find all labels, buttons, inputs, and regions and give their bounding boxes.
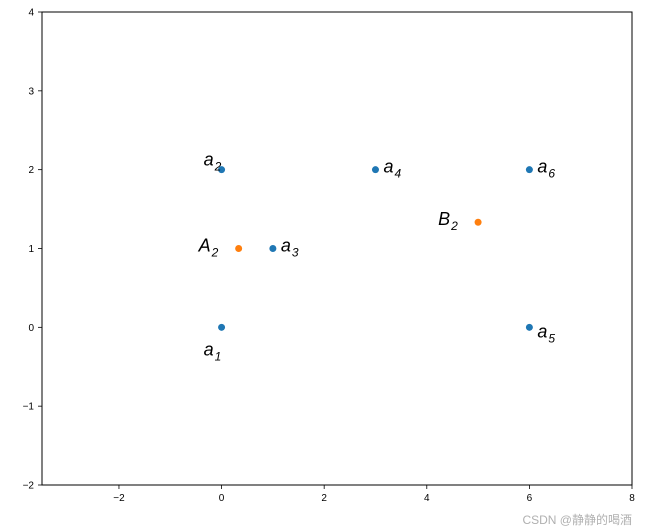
x-tick-label: 8 [629, 493, 635, 504]
centers-marker [235, 245, 242, 252]
a_points-marker [269, 245, 276, 252]
a_points-marker [526, 324, 533, 331]
plot-area [42, 12, 632, 485]
y-tick-label: −2 [23, 481, 35, 492]
x-tick-label: 4 [424, 493, 430, 504]
y-tick-label: 2 [28, 165, 34, 176]
y-tick-label: 1 [28, 244, 34, 255]
y-tick-label: 3 [28, 86, 34, 97]
x-tick-label: −2 [113, 493, 125, 504]
scatter-chart: −202468−2−101234a1a2a3a4a5a6A2B2CSDN @静静… [0, 0, 647, 530]
y-tick-label: −1 [23, 402, 35, 413]
y-tick-label: 0 [28, 323, 34, 334]
a_points-marker [526, 166, 533, 173]
x-tick-label: 6 [527, 493, 533, 504]
x-tick-label: 0 [219, 493, 225, 504]
chart-svg: −202468−2−101234a1a2a3a4a5a6A2B2CSDN @静静… [0, 0, 647, 530]
y-tick-label: 4 [28, 8, 34, 19]
a_points-marker [372, 166, 379, 173]
centers-marker [475, 219, 482, 226]
x-tick-label: 2 [321, 493, 327, 504]
a_points-marker [218, 324, 225, 331]
watermark: CSDN @静静的喝酒 [522, 512, 632, 527]
